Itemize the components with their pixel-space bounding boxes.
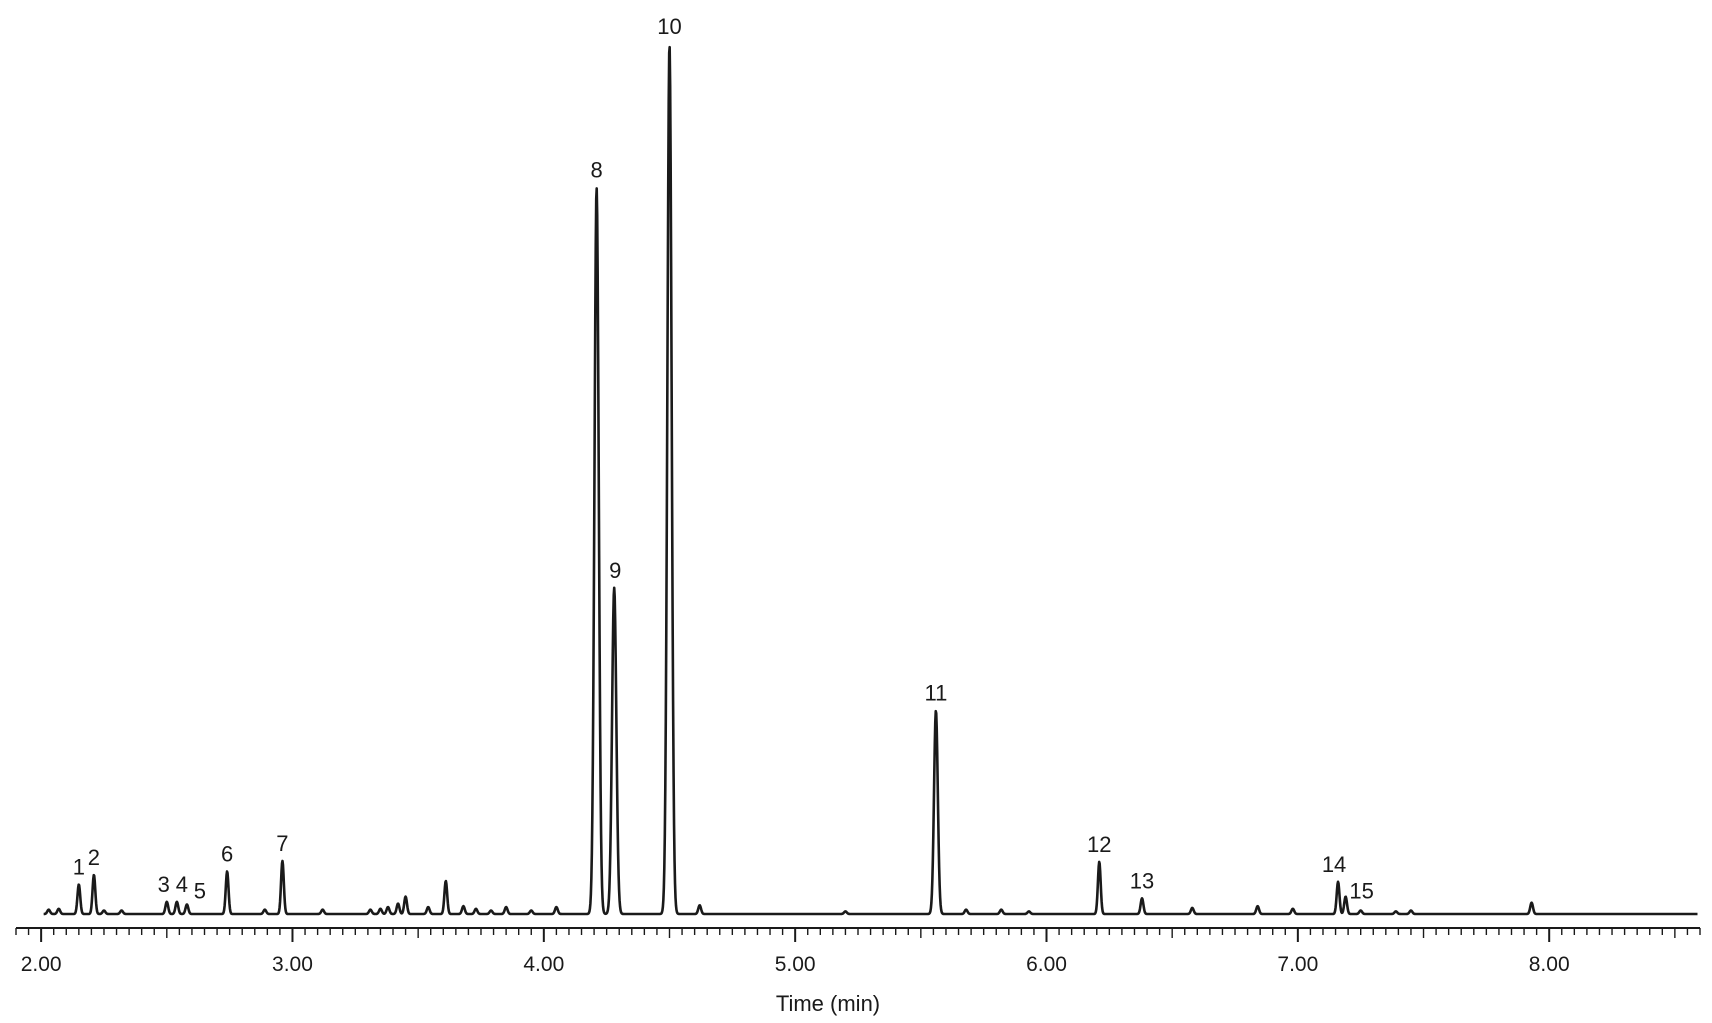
peak-label: 10 (657, 14, 681, 39)
x-tick-label: 4.00 (523, 953, 564, 976)
x-tick-label: 8.00 (1529, 953, 1570, 976)
chromatogram-trace-layer (42, 45, 1699, 916)
x-axis-ticks: 2.00 3.00 4.00 5.00 6.00 7.00 8.00 (15, 928, 1701, 976)
peak-label: 14 (1322, 852, 1346, 877)
x-axis-title: Time (min) (776, 991, 880, 1016)
peak-label: 5 (194, 878, 206, 903)
peak-label: 2 (88, 845, 100, 870)
peak-label: 9 (609, 558, 621, 583)
peak-label: 7 (276, 831, 288, 856)
x-tick-label: 5.00 (775, 953, 816, 976)
x-tick-label: 2.00 (21, 953, 62, 976)
peak-label: 3 (158, 872, 170, 897)
peak-label: 8 (590, 158, 602, 183)
chromatogram-trace (42, 45, 1699, 916)
peak-label: 12 (1087, 832, 1111, 857)
x-tick-label: 3.00 (272, 953, 313, 976)
peak-label: 15 (1349, 879, 1373, 904)
peak-label: 1 (73, 854, 85, 879)
peak-label: 13 (1130, 868, 1154, 893)
x-tick-label: 7.00 (1277, 953, 1318, 976)
peak-label: 4 (176, 872, 188, 897)
peak-label: 6 (221, 841, 233, 866)
x-tick-label: 6.00 (1026, 953, 1067, 976)
peak-label: 11 (924, 680, 947, 705)
